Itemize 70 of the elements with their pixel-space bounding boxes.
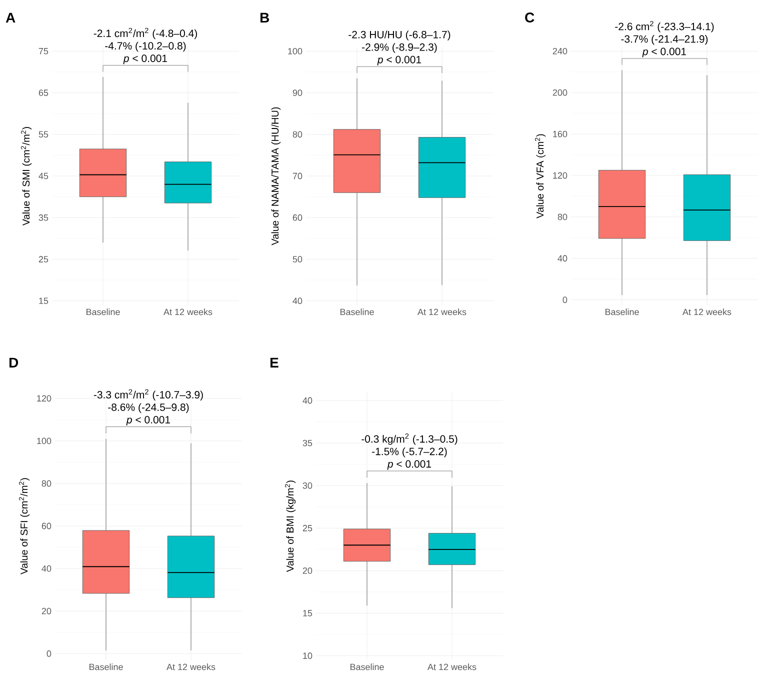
y-tick-label: 75	[38, 48, 48, 54]
y-tick-label: 0	[562, 296, 568, 304]
x-tick-label: At 12 weeks	[166, 664, 216, 670]
x-tick-label: Baseline	[340, 308, 374, 316]
y-tick-label: 0	[46, 650, 52, 657]
x-tick-label: At 12 weeks	[164, 308, 212, 316]
x-tick-label: Baseline	[89, 664, 123, 670]
y-axis-title: Value of NAMA/TAMA (HU/HU)	[271, 107, 281, 246]
text: -2.6 cm$^{2}$ (-23.3–14.1)	[615, 21, 714, 32]
y-tick-label: 40	[558, 255, 568, 262]
chart-title: E	[270, 358, 278, 368]
x-tick-label: Baseline	[605, 308, 639, 316]
y-tick-label: 100	[288, 48, 302, 54]
y-tick-label: 35	[302, 440, 312, 446]
y-tick-label: 240	[552, 48, 568, 54]
annotation: -8.6% (-24.5–9.8)	[108, 403, 189, 414]
y-tick-label: 200	[552, 89, 568, 96]
y-axis-title: Value of SMI (cm$^{2}$/m$^{2}$)	[21, 127, 32, 226]
annotation: -2.9% (-8.9–2.3)	[362, 43, 437, 53]
y-axis-title: Value of BMI (kg/m$^{2}$)	[285, 480, 296, 572]
y-tick-label: 160	[553, 130, 568, 138]
y-tick-label: 40	[302, 397, 312, 404]
y-tick-label: 20	[302, 567, 312, 574]
y-tick-label: 100	[37, 438, 52, 444]
x-tick-label: At 12 weeks	[418, 308, 466, 316]
y-tick-label: 90	[292, 90, 302, 96]
annotation: -4.7% (-10.2–0.8)	[105, 42, 186, 52]
y-tick-label: 25	[38, 256, 48, 262]
y-tick-label: 45	[38, 172, 48, 180]
x-tick-label: Baseline	[86, 308, 120, 316]
text: -2.3 HU/HU (-6.8–1.7)	[348, 30, 450, 40]
text: -3.7% (-21.4–21.9)	[621, 35, 708, 45]
x-tick-label: At 12 weeks	[682, 308, 732, 316]
y-tick-label: 80	[292, 131, 302, 138]
chart-title: A	[6, 12, 16, 22]
chart-title: C	[525, 12, 534, 22]
y-tick-label: 60	[292, 214, 302, 221]
y-tick-label: 65	[38, 90, 48, 96]
y-tick-label: 25	[302, 524, 312, 532]
y-tick-label: 50	[292, 256, 302, 262]
annotation: -3.3 cm$^{2}$/m$^{2}$ (-10.7–3.9)	[94, 389, 203, 401]
y-tick-label: 40	[42, 565, 52, 572]
y-tick-label: 30	[302, 482, 312, 489]
y-tick-label: 10	[303, 652, 312, 659]
annotation: p < 0.001	[123, 54, 168, 64]
y-tick-label: 20	[42, 608, 52, 614]
y-tick-label: 120	[37, 395, 52, 402]
y-tick-label: 15	[39, 298, 48, 304]
y-tick-label: 80	[558, 214, 568, 220]
y-tick-label: 15	[303, 610, 312, 616]
y-tick-label: 120	[553, 172, 568, 179]
y-tick-label: 55	[38, 131, 48, 138]
y-tick-label: 70	[292, 172, 302, 180]
annotation: p < 0.001	[387, 460, 432, 470]
y-tick-label: 35	[38, 214, 48, 221]
x-tick-label: At 12 weeks	[428, 664, 476, 670]
y-axis-title: Value of SFI (cm$^{2}$/m$^{2}$)	[19, 478, 30, 574]
chart-title: B	[260, 12, 270, 22]
annotation: p < 0.001	[377, 56, 422, 66]
annotation: -1.5% (-5.7–2.2)	[372, 447, 447, 458]
y-tick-label: 40	[292, 298, 302, 304]
y-axis-title: Value of VFA (cm$^{2}$)	[535, 134, 546, 218]
annotation: -0.3 kg/m$^{2}$ (-1.3–0.5)	[362, 433, 458, 445]
text: -2.1 cm$^{2}$/m$^{2}$ (-4.8–0.4)	[94, 28, 197, 40]
y-tick-label: 60	[42, 522, 52, 530]
annotation: p < 0.001	[126, 416, 170, 426]
y-tick-label: 80	[42, 480, 52, 487]
chart-title: D	[9, 358, 18, 368]
x-tick-label: Baseline	[350, 664, 384, 670]
annotation: p < 0.001	[642, 48, 686, 58]
